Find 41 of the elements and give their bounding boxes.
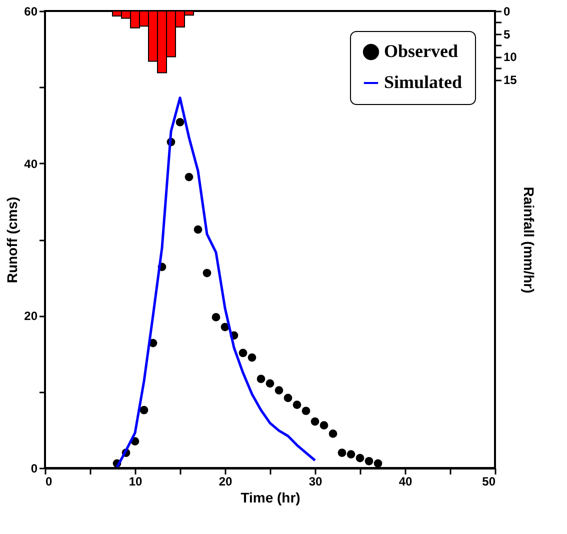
point: [310, 417, 320, 426]
y-axis-title: Runoff (cms): [4, 196, 20, 284]
y-tick-label: 60: [24, 4, 38, 18]
legend-label: Observed: [384, 41, 458, 61]
point: [338, 448, 346, 457]
point: [328, 430, 338, 438]
y-tick-label: 0: [30, 462, 38, 476]
point: [212, 313, 220, 322]
x-tick-label: 50: [482, 474, 496, 488]
y2-tick-label: 10: [504, 50, 518, 64]
point: [266, 379, 274, 388]
x-tick-label: 30: [308, 474, 322, 488]
point: [256, 374, 266, 384]
point: [248, 353, 256, 362]
point: [238, 348, 248, 358]
point: [202, 268, 212, 278]
point: [320, 421, 328, 430]
legend-label: Simulated: [384, 72, 462, 92]
point: [140, 406, 148, 414]
point: [346, 450, 356, 458]
point: [356, 454, 364, 462]
y2-tick-label: 5: [504, 27, 510, 42]
point: [194, 225, 202, 234]
y2-axis-title: Rainfall (mm/hr): [520, 186, 537, 294]
y2-tick-label: 15: [504, 73, 518, 88]
point: [274, 386, 284, 394]
point: [184, 172, 194, 182]
y2-tick-label: 0: [504, 4, 510, 18]
x-tick-label: 40: [398, 474, 412, 488]
point: [374, 459, 382, 468]
x-axis-title: Time (hr): [240, 490, 300, 506]
x-tick-label: 0: [46, 474, 52, 488]
point: [364, 456, 374, 466]
point: [284, 394, 292, 402]
y-tick-label: 40: [24, 156, 38, 171]
point: [176, 118, 184, 126]
x-tick-label: 10: [128, 474, 142, 488]
x-tick-label: 20: [218, 474, 232, 488]
point: [292, 400, 302, 409]
point: [302, 406, 310, 416]
y-tick-label: 20: [24, 309, 38, 324]
